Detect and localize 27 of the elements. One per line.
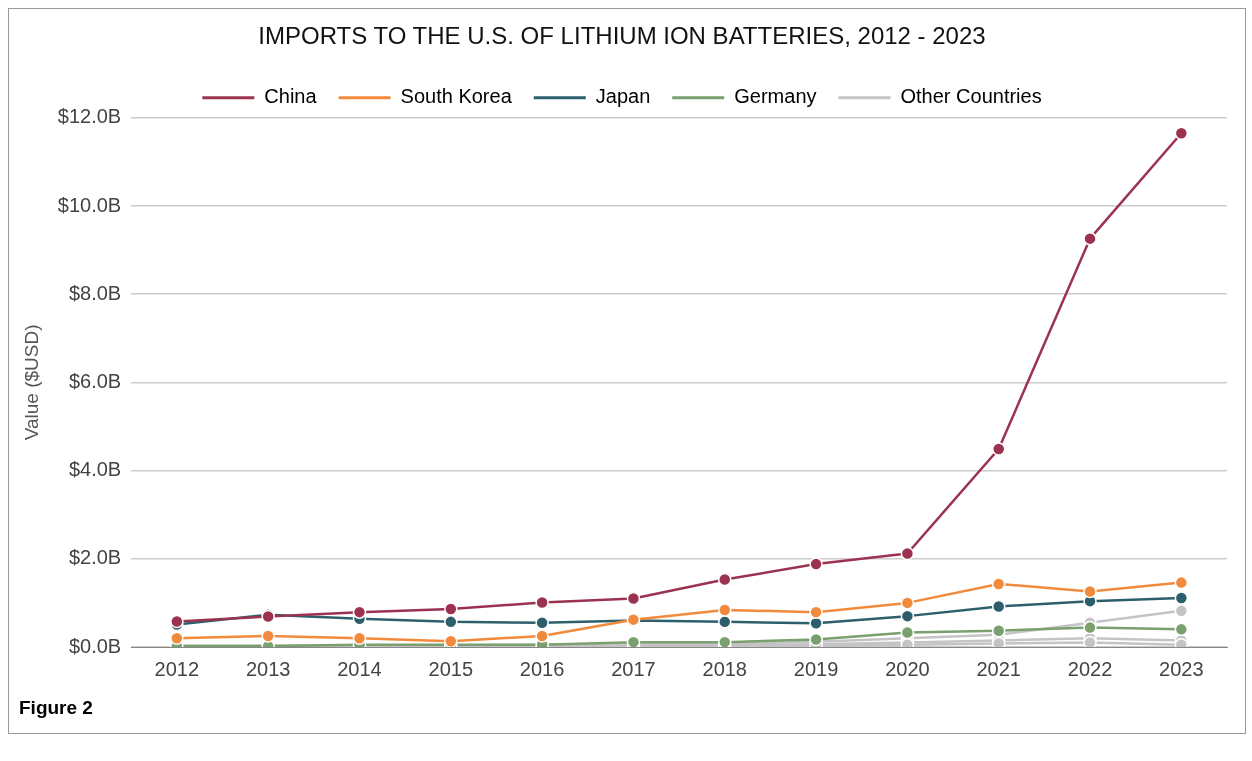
legend-label: Japan <box>595 85 651 108</box>
x-tick-label: 2013 <box>245 657 291 680</box>
y-tick-label: $2.0B <box>68 546 122 569</box>
x-tick-label: 2023 <box>1159 657 1204 680</box>
caption: Figure 2 <box>19 697 94 719</box>
x-tick-label: 2020 <box>885 657 930 680</box>
chart-title: IMPORTS TO THE U.S. OF LITHIUM ION BATTERIES, 2012 - 2023 <box>258 22 986 50</box>
x-tick-label: 2015 <box>428 657 474 680</box>
y-tick-label: $10.0B <box>57 193 122 216</box>
x-tick-label: 2022 <box>1067 657 1113 680</box>
legend-label: Other Countries <box>900 85 1042 108</box>
x-tick-label: 2017 <box>611 657 656 680</box>
legend-label: Germany <box>734 85 817 108</box>
y-tick-label: $4.0B <box>68 458 122 481</box>
y-tick-label: $12.0B <box>57 105 122 128</box>
y-tick-label: $6.0B <box>68 369 122 392</box>
y-tick-label: $0.0B <box>68 634 122 657</box>
y-axis-title: Value ($USD) <box>20 324 42 441</box>
x-tick-label: 2019 <box>793 657 839 680</box>
y-tick-label: $8.0B <box>68 281 122 304</box>
x-tick-label: 2012 <box>154 657 200 680</box>
x-tick-label: 2021 <box>976 657 1021 680</box>
x-tick-label: 2018 <box>702 657 747 680</box>
legend-label: China <box>264 85 318 108</box>
legend-label: South Korea <box>400 85 513 108</box>
x-tick-label: 2016 <box>519 657 565 680</box>
x-tick-label: 2014 <box>337 657 382 680</box>
